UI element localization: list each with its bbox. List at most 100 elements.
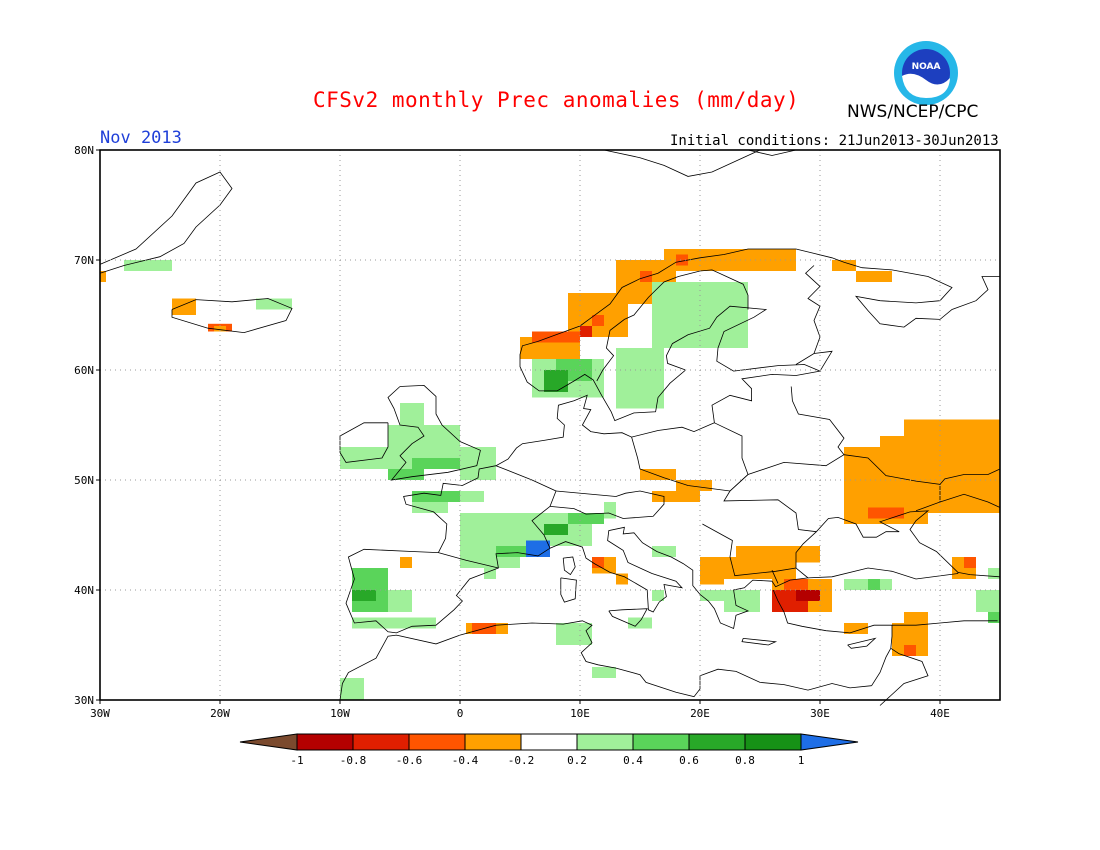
anomaly-cell	[988, 568, 1000, 579]
coastline-path	[631, 422, 749, 492]
anomaly-cell	[568, 513, 604, 524]
anomaly-cell	[904, 612, 928, 623]
colorbar-label: 1	[798, 754, 805, 767]
anomaly-cell	[640, 469, 676, 480]
coastline-path	[596, 269, 749, 382]
coastline-path	[790, 386, 845, 455]
lon-label: 10W	[330, 707, 350, 720]
anomaly-cell	[832, 260, 856, 271]
anomaly-cell	[412, 491, 472, 502]
anomaly-cell	[592, 557, 604, 568]
anomaly-cell	[400, 403, 424, 425]
coastline-path	[438, 552, 499, 569]
anomaly-cell	[856, 271, 892, 282]
lon-label: 20E	[690, 707, 710, 720]
coastline-path	[345, 510, 959, 634]
coastline-path	[608, 608, 648, 627]
coastline-path	[339, 422, 389, 463]
anomaly-cell	[592, 315, 604, 326]
coastline-path	[807, 567, 959, 580]
lon-label: 20W	[210, 707, 230, 720]
anomaly-cell	[544, 370, 568, 392]
coastline-path	[339, 620, 872, 701]
anomaly-cell	[988, 612, 1000, 623]
colorbar-label: -0.2	[508, 754, 535, 767]
coastline-path	[171, 298, 293, 334]
colorbar-label: -0.8	[340, 754, 367, 767]
coastline-path	[772, 589, 893, 686]
coastline-path	[560, 577, 577, 603]
lon-label: 10E	[570, 707, 590, 720]
lat-label: 80N	[74, 144, 94, 157]
anomaly-cell	[412, 458, 472, 469]
colorbar-swatch	[464, 733, 522, 751]
anomaly-cell	[460, 447, 496, 480]
colorbar-swatch	[520, 733, 578, 751]
anomaly-cell	[880, 436, 1000, 447]
coastline-path	[879, 647, 929, 706]
anomaly-cell	[844, 447, 1000, 513]
colorbar-label: 0.2	[567, 754, 587, 767]
colorbar-swatch	[352, 733, 410, 751]
coastline-path	[892, 620, 998, 626]
anomaly-cell	[964, 557, 976, 568]
lat-label: 60N	[74, 364, 94, 377]
anomaly-cell	[868, 579, 880, 590]
map-frame	[99, 149, 1001, 701]
anomaly-cell	[532, 331, 580, 343]
anomaly-cell	[592, 667, 616, 678]
anomaly-cell	[340, 678, 364, 700]
lon-label: 30W	[90, 707, 110, 720]
anomaly-cell	[724, 590, 760, 612]
anomaly-cell	[652, 546, 676, 557]
colorbar-label: 0.4	[623, 754, 643, 767]
coastlines	[99, 149, 1001, 706]
anomaly-cell	[352, 617, 436, 629]
anomaly-cell	[412, 502, 448, 513]
anomaly-cell	[844, 623, 868, 634]
colorbar-swatch	[576, 733, 634, 751]
anomaly-cell	[616, 348, 664, 409]
coastline-path	[939, 493, 1001, 508]
coastline-path	[387, 384, 481, 481]
lon-label: 0	[457, 707, 464, 720]
anomaly-cell	[556, 623, 592, 645]
anomaly-cell	[796, 590, 820, 601]
coastline-path	[847, 637, 877, 649]
anomaly-cell	[736, 546, 820, 563]
anomaly-cell	[676, 254, 688, 266]
lat-label: 30N	[74, 694, 94, 707]
colorbar-swatch	[688, 733, 746, 751]
anomaly-cell	[124, 260, 172, 271]
month-label: Nov 2013	[100, 128, 182, 148]
anomaly-cell	[460, 513, 520, 568]
anomaly-cell	[580, 326, 592, 337]
anomaly-cell	[616, 573, 628, 585]
coastline-path	[549, 490, 665, 519]
coastline-path	[403, 248, 1000, 553]
coastline-path	[939, 468, 1001, 485]
colorbar-swatch	[408, 733, 466, 751]
colorbar-swatch	[296, 733, 354, 751]
coastline-path	[99, 171, 233, 274]
anomaly-cell	[172, 298, 196, 315]
anomaly-cell	[340, 447, 388, 469]
coastline-path	[741, 638, 778, 646]
coastline-path	[723, 490, 817, 533]
anomaly-cell	[388, 590, 412, 612]
anomaly-cell	[496, 546, 544, 557]
anomaly-cell	[100, 271, 106, 282]
map-title: CFSv2 monthly Prec anomalies (mm/day)	[313, 88, 800, 112]
anomaly-cell	[676, 480, 712, 491]
anomaly-cell	[700, 590, 724, 601]
anomaly-cell	[700, 573, 724, 585]
lat-label: 70N	[74, 254, 94, 267]
colorbar-label: -0.6	[396, 754, 423, 767]
anomaly-cell	[484, 568, 496, 579]
anomaly-cells	[100, 249, 1000, 700]
lat-label: 50N	[74, 474, 94, 487]
noaa-logo: NOAA	[894, 41, 958, 105]
coastline-path	[603, 149, 761, 177]
anomaly-cell	[868, 507, 904, 519]
coastline-path	[702, 523, 797, 577]
